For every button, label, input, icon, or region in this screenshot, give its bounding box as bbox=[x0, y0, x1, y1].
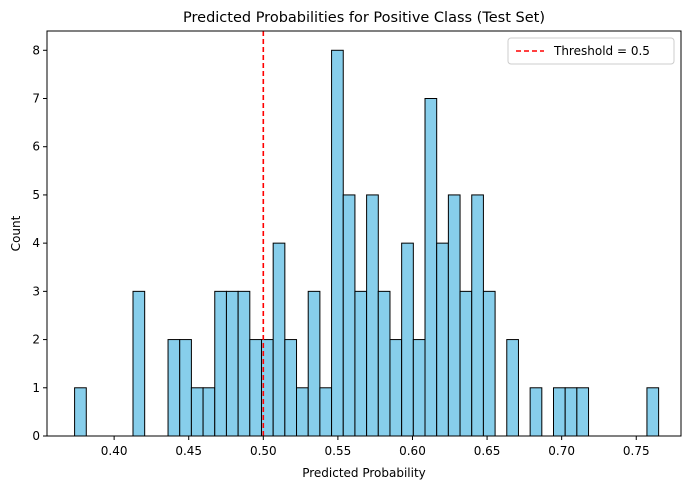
histogram-bar bbox=[366, 194, 379, 437]
histogram-bar bbox=[459, 290, 473, 437]
x-tick-label: 0.60 bbox=[399, 444, 426, 458]
legend: Threshold = 0.5 bbox=[507, 37, 675, 65]
y-tick-label: 4 bbox=[32, 236, 40, 250]
x-axis-label: Predicted Probability bbox=[302, 466, 426, 480]
histogram-bar bbox=[272, 242, 286, 437]
histogram-bar bbox=[190, 387, 204, 437]
histogram-bar bbox=[319, 387, 333, 437]
y-tick-label: 3 bbox=[32, 284, 40, 298]
histogram-bar bbox=[424, 98, 438, 437]
histogram-bar bbox=[389, 339, 403, 437]
histogram-bar bbox=[342, 194, 356, 437]
histogram-bar bbox=[529, 387, 543, 437]
histogram-bar bbox=[331, 49, 344, 437]
x-tick-label: 0.45 bbox=[175, 444, 202, 458]
histogram-bar bbox=[202, 387, 216, 437]
histogram-bar bbox=[179, 339, 192, 437]
y-tick-label: 1 bbox=[32, 381, 40, 395]
histogram-bar bbox=[377, 290, 391, 437]
histogram-bar bbox=[237, 290, 251, 437]
x-tick-label: 0.50 bbox=[250, 444, 277, 458]
x-tick-label: 0.75 bbox=[623, 444, 650, 458]
x-tick-label: 0.65 bbox=[474, 444, 501, 458]
plot-frame bbox=[46, 30, 682, 437]
legend-box bbox=[507, 37, 675, 65]
x-tick-label: 0.55 bbox=[325, 444, 352, 458]
x-axis-ticks: 0.40 0.45 0.50 0.55 0.60 0.65 0.70 0.75 bbox=[101, 436, 650, 458]
bars-group bbox=[74, 49, 660, 437]
histogram-bar bbox=[482, 290, 496, 437]
y-axis-label: Count bbox=[9, 215, 23, 251]
y-tick-label: 8 bbox=[32, 43, 40, 57]
histogram-bar bbox=[354, 290, 368, 437]
y-axis-ticks: 0 1 2 3 4 5 6 7 8 bbox=[32, 43, 47, 443]
y-tick-label: 0 bbox=[32, 429, 40, 443]
histogram-bar bbox=[284, 339, 298, 437]
x-tick-label: 0.40 bbox=[101, 444, 128, 458]
y-tick-label: 2 bbox=[32, 333, 40, 347]
histogram-bar bbox=[214, 290, 227, 437]
x-tick-label: 0.70 bbox=[548, 444, 575, 458]
histogram-bar bbox=[167, 339, 181, 437]
histogram-bar bbox=[646, 387, 660, 437]
histogram-bar bbox=[552, 387, 566, 437]
y-tick-label: 7 bbox=[32, 92, 40, 106]
histogram-bar bbox=[436, 242, 449, 437]
histogram-bar bbox=[447, 194, 461, 437]
histogram-bar bbox=[564, 387, 578, 437]
histogram-bar bbox=[576, 387, 590, 437]
histogram-bar bbox=[307, 290, 321, 437]
histogram-bar bbox=[506, 339, 519, 437]
histogram-bar bbox=[412, 339, 426, 437]
histogram-bar bbox=[249, 339, 262, 437]
histogram-bar bbox=[132, 290, 146, 437]
histogram-bar bbox=[74, 387, 87, 437]
histogram-bar bbox=[471, 194, 484, 437]
y-tick-label: 6 bbox=[32, 140, 40, 154]
histogram-bar bbox=[225, 290, 239, 437]
chart-title: Predicted Probabilities for Positive Cla… bbox=[183, 10, 545, 26]
y-tick-label: 5 bbox=[32, 188, 40, 202]
histogram-bar bbox=[401, 242, 414, 437]
legend-threshold-label: Threshold = 0.5 bbox=[553, 44, 650, 58]
histogram-bar bbox=[296, 387, 309, 437]
